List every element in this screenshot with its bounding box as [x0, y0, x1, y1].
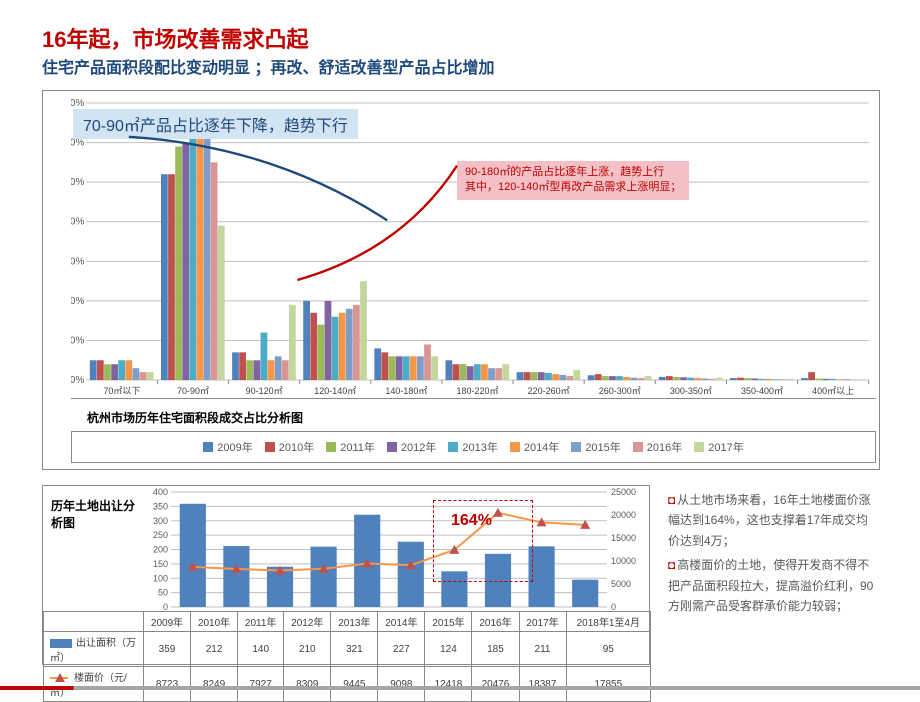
svg-text:25000: 25000: [611, 487, 636, 497]
svg-text:0: 0: [163, 602, 168, 611]
legend-item: 2016年: [633, 439, 682, 455]
chart1-plot: 0.0%10.0%20.0%30.0%40.0%50.0%60.0%70.0%7…: [71, 99, 876, 399]
legend-item: 2009年: [203, 439, 252, 455]
chart2-container: 历年土地出让分析图 0 50 100 150 200 250 300 350 400 0 5000 1…: [42, 485, 650, 665]
svg-text:300-350㎡: 300-350㎡: [670, 386, 712, 396]
svg-text:0: 0: [611, 602, 616, 611]
svg-text:200: 200: [153, 545, 168, 555]
side-commentary: ◘从土地市场来看，16年土地楼面价涨幅达到164%，这也支撑着17年成交均价达到…: [668, 490, 880, 616]
svg-text:260-300㎡: 260-300㎡: [599, 386, 641, 396]
svg-text:40.0%: 40.0%: [71, 217, 84, 228]
chart1-annotation-2: 90-180㎡的产品占比逐年上涨，趋势上行 其中，120-140㎡型再改产品需求…: [457, 161, 689, 200]
svg-text:15000: 15000: [611, 533, 636, 543]
svg-text:30.0%: 30.0%: [71, 256, 84, 267]
chart2-pct-annotation: 164%: [451, 512, 492, 530]
bullet-icon: ◘: [668, 493, 675, 507]
svg-text:70.0%: 70.0%: [71, 99, 84, 109]
bullet-icon: ◘: [668, 558, 675, 572]
svg-text:150: 150: [153, 559, 168, 569]
svg-text:70-90㎡: 70-90㎡: [177, 386, 209, 396]
svg-text:50.0%: 50.0%: [71, 177, 84, 188]
svg-text:0.0%: 0.0%: [71, 375, 84, 386]
svg-text:50: 50: [158, 588, 168, 598]
svg-text:350-400㎡: 350-400㎡: [741, 386, 783, 396]
svg-text:20000: 20000: [611, 510, 636, 520]
svg-text:250: 250: [153, 530, 168, 540]
svg-text:90-120㎡: 90-120㎡: [246, 386, 283, 396]
legend-item: 2013年: [448, 439, 497, 455]
svg-text:400: 400: [153, 487, 168, 497]
legend-item: 2011年: [326, 439, 375, 455]
legend-item: 2012年: [387, 439, 436, 455]
svg-text:140-180㎡: 140-180㎡: [385, 386, 427, 396]
svg-text:60.0%: 60.0%: [71, 138, 84, 149]
chart1-legend: 2009年 2010年 2011年 2012年 2013年 2014年 2015年 2016年…: [71, 431, 876, 463]
svg-text:5000: 5000: [611, 579, 631, 589]
chart1-annotation-1: 70-90㎡产品占比逐年下降，趋势下行: [73, 109, 358, 139]
side-text-p1: 从土地市场来看，16年土地楼面价涨幅达到164%，这也支撑着17年成交均价达到4…: [668, 493, 871, 548]
footer-accent-bar: [0, 686, 920, 690]
svg-text:220-260㎡: 220-260㎡: [528, 386, 570, 396]
svg-text:400㎡以上: 400㎡以上: [812, 386, 854, 396]
svg-text:180-220㎡: 180-220㎡: [457, 386, 499, 396]
svg-text:120-140㎡: 120-140㎡: [314, 386, 356, 396]
chart2-plot: 0 50 100 150 200 250 300 350 400 0 5000 10000 15000 2…: [143, 486, 643, 611]
svg-text:70㎡以下: 70㎡以下: [103, 386, 140, 396]
chart1-subtitle: 杭州市场历年住宅面积段成交占比分析图: [87, 409, 303, 426]
page-subtitle: 住宅产品面积段配比变动明显 ；再改、舒适改善型产品占比增加: [42, 54, 494, 78]
svg-text:100: 100: [153, 573, 168, 583]
chart2-title: 历年土地出让分析图: [51, 498, 141, 532]
chart1-annot2-line2: 其中，120-140㎡型再改产品需求上涨明显；: [465, 181, 681, 193]
chart1-container: 70-90㎡产品占比逐年下降，趋势下行 90-180㎡的产品占比逐年上涨，趋势上…: [42, 90, 880, 470]
svg-text:10.0%: 10.0%: [71, 335, 84, 346]
chart1-annot2-line1: 90-180㎡的产品占比逐年上涨，趋势上行: [465, 166, 664, 178]
side-text-p2: 高楼面价的土地，使得开发商不得不把产品面积段拉大，提高溢价红利，90方刚需产品受…: [668, 558, 873, 613]
legend-item: 2014年: [510, 439, 559, 455]
legend-item: 2015年: [571, 439, 620, 455]
legend-item: 2010年: [265, 439, 314, 455]
svg-text:10000: 10000: [611, 556, 636, 566]
svg-text:20.0%: 20.0%: [71, 296, 84, 307]
svg-text:300: 300: [153, 516, 168, 526]
svg-text:350: 350: [153, 501, 168, 511]
legend-item: 2017年: [694, 439, 743, 455]
page-title: 16年起，市场改善需求凸起: [42, 22, 308, 54]
